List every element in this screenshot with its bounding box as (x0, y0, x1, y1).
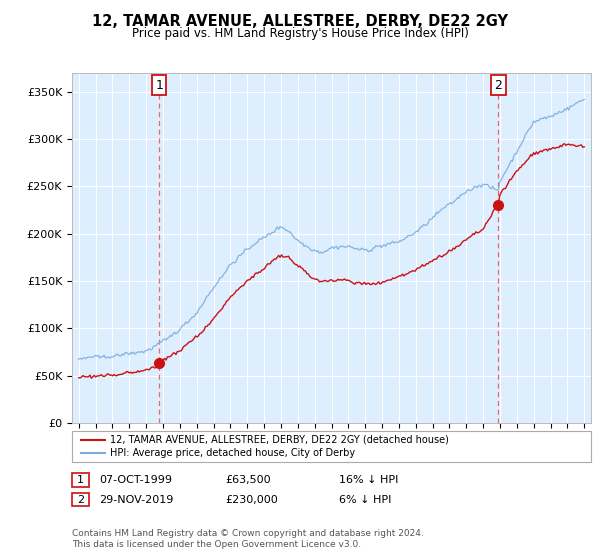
Text: 16% ↓ HPI: 16% ↓ HPI (339, 475, 398, 485)
Text: 12, TAMAR AVENUE, ALLESTREE, DERBY, DE22 2GY: 12, TAMAR AVENUE, ALLESTREE, DERBY, DE22… (92, 14, 508, 29)
Text: 12, TAMAR AVENUE, ALLESTREE, DERBY, DE22 2GY (detached house): 12, TAMAR AVENUE, ALLESTREE, DERBY, DE22… (110, 435, 449, 445)
Text: 1: 1 (77, 475, 84, 485)
Text: 1: 1 (155, 78, 163, 91)
Text: 07-OCT-1999: 07-OCT-1999 (99, 475, 172, 485)
Text: 6% ↓ HPI: 6% ↓ HPI (339, 494, 391, 505)
Text: Contains HM Land Registry data © Crown copyright and database right 2024.
This d: Contains HM Land Registry data © Crown c… (72, 529, 424, 549)
Text: Price paid vs. HM Land Registry's House Price Index (HPI): Price paid vs. HM Land Registry's House … (131, 27, 469, 40)
Text: 2: 2 (77, 494, 84, 505)
Text: £63,500: £63,500 (225, 475, 271, 485)
Text: £230,000: £230,000 (225, 494, 278, 505)
Text: 2: 2 (494, 78, 502, 91)
Text: 29-NOV-2019: 29-NOV-2019 (99, 494, 173, 505)
Text: HPI: Average price, detached house, City of Derby: HPI: Average price, detached house, City… (110, 449, 355, 459)
